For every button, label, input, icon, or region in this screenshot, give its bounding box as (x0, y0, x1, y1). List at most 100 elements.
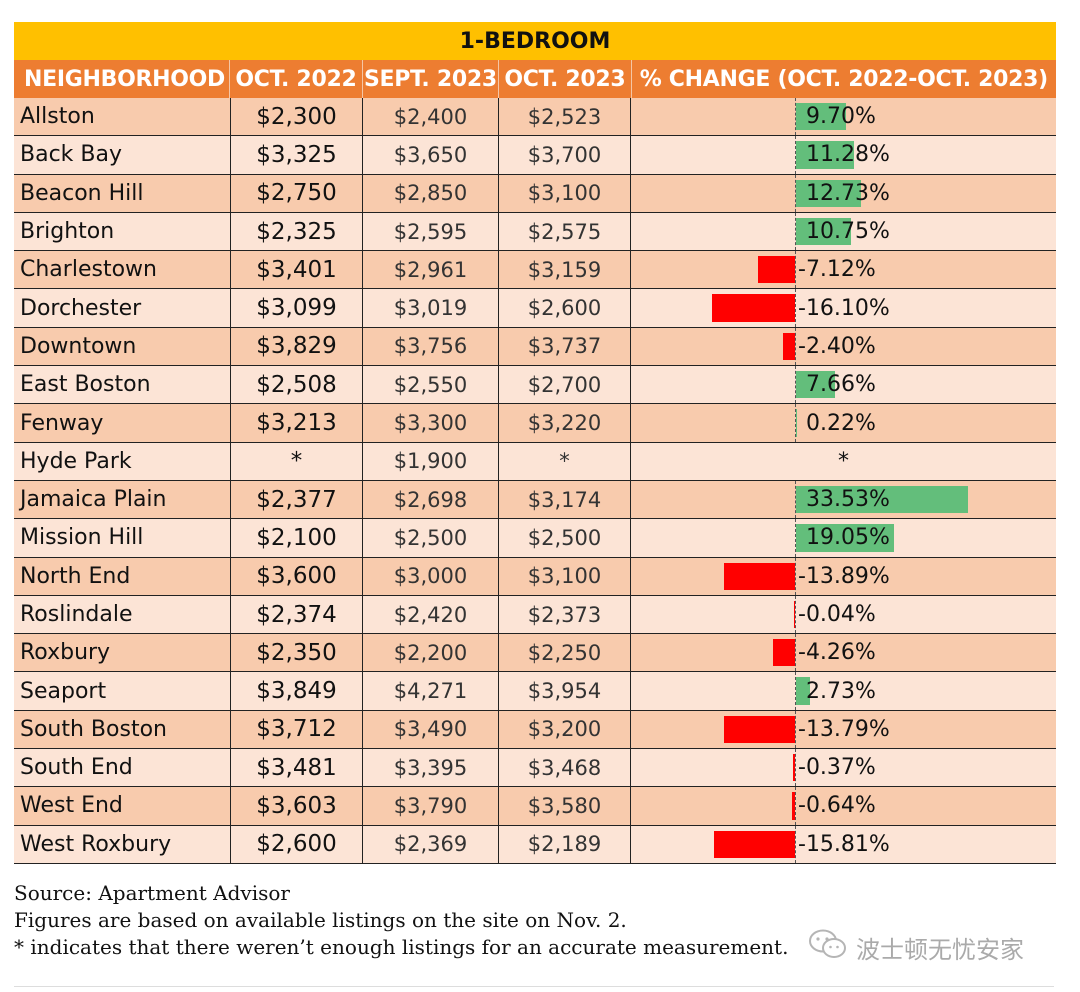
percent-change-cell: -16.10% (630, 289, 1056, 327)
sept-2023-cell: $3,000 (362, 557, 498, 595)
watermark: 波士顿无忧安家 (808, 928, 1024, 966)
percent-change-label: -16.10% (798, 295, 890, 321)
oct-2022-cell: $2,508 (230, 366, 362, 404)
table-row: Hyde Park * $1,900 * * (14, 442, 1056, 481)
zero-axis-line (795, 174, 796, 212)
sept-2023-cell: $2,595 (362, 212, 498, 251)
percent-change-cell: 0.22% (630, 404, 1056, 442)
oct-2023-cell: $3,220 (498, 404, 630, 442)
oct-2022-cell: $2,750 (230, 174, 362, 212)
oct-2023-cell: * (498, 442, 630, 480)
neighborhood-cell: Beacon Hill (20, 180, 144, 206)
sept-2023-cell: $2,850 (362, 174, 498, 212)
percent-change-cell: -0.04% (630, 595, 1056, 634)
neighborhood-cell: Charlestown (20, 257, 157, 283)
percent-change-cell: -2.40% (630, 327, 1056, 366)
negative-change-bar (793, 754, 795, 782)
table-row: South End $3,481 $3,395 $3,468 -0.37% (14, 749, 1056, 788)
percent-change-label: -0.37% (798, 755, 876, 781)
zero-axis-line (795, 672, 796, 710)
percent-change-label: * (838, 448, 849, 474)
oct-2023-cell: $2,575 (498, 212, 630, 251)
positive-change-bar (796, 677, 810, 705)
neighborhood-cell: Fenway (20, 410, 104, 436)
oct-2022-cell: $2,325 (230, 212, 362, 251)
sept-2023-cell: $2,369 (362, 825, 498, 863)
negative-change-bar (791, 792, 795, 820)
oct-2022-cell: $3,213 (230, 404, 362, 442)
zero-axis-line (795, 480, 796, 519)
percent-change-cell: -13.89% (630, 557, 1056, 595)
zero-axis-line (795, 749, 796, 787)
oct-2022-cell: $3,849 (230, 672, 362, 710)
negative-change-bar (758, 256, 795, 284)
sept-2023-cell: $2,420 (362, 595, 498, 634)
zero-axis-line (795, 289, 796, 327)
table-row: Seaport $3,849 $4,271 $3,954 2.73% (14, 672, 1056, 711)
neighborhood-cell: Jamaica Plain (20, 487, 167, 513)
zero-axis-line (795, 787, 796, 825)
neighborhood-cell: South End (20, 755, 133, 781)
percent-change-cell: -7.12% (630, 251, 1056, 289)
table-row: West End $3,603 $3,790 $3,580 -0.64% (14, 787, 1056, 826)
percent-change-cell: -4.26% (630, 634, 1056, 672)
neighborhood-cell: Dorchester (20, 295, 142, 321)
percent-change-label: 7.66% (806, 372, 876, 398)
positive-change-bar (796, 103, 846, 131)
percent-change-label: -0.64% (798, 793, 876, 819)
neighborhood-cell: Downtown (20, 333, 137, 359)
percent-change-cell: 10.75% (630, 212, 1056, 251)
percent-change-label: 33.53% (806, 487, 890, 513)
percent-change-label: -15.81% (798, 831, 890, 857)
neighborhood-cell: West Roxbury (20, 831, 172, 857)
negative-change-bar (782, 332, 795, 361)
percent-change-cell: -0.64% (630, 787, 1056, 825)
percent-change-label: -2.40% (798, 333, 876, 359)
oct-2022-cell: $2,100 (230, 519, 362, 557)
header-oct-2023: OCT. 2023 (498, 60, 630, 98)
sept-2023-cell: $2,961 (362, 251, 498, 289)
percent-change-cell: -13.79% (630, 710, 1056, 749)
listing-note: Figures are based on available listings … (14, 908, 627, 932)
zero-axis-line (795, 710, 796, 749)
percent-change-cell: 2.73% (630, 672, 1056, 710)
neighborhood-cell: South Boston (20, 716, 167, 742)
oct-2023-cell: $3,200 (498, 710, 630, 749)
sept-2023-cell: $2,500 (362, 519, 498, 557)
zero-axis-line (795, 404, 796, 442)
neighborhood-cell: Roslindale (20, 602, 133, 627)
sept-2023-cell: $2,400 (362, 98, 498, 136)
neighborhood-cell: North End (20, 563, 131, 589)
header-oct-2022: OCT. 2022 (229, 60, 361, 98)
table-row: Mission Hill $2,100 $2,500 $2,500 19.05% (14, 519, 1056, 558)
zero-axis-line (795, 212, 796, 251)
oct-2023-cell: $2,523 (498, 98, 630, 136)
table-row: Roslindale $2,374 $2,420 $2,373 -0.04% (14, 595, 1056, 635)
zero-axis-line (795, 98, 796, 136)
zero-axis-line (795, 366, 796, 404)
neighborhood-cell: Hyde Park (20, 448, 132, 474)
watermark-text: 波士顿无忧安家 (856, 935, 1024, 964)
sept-2023-cell: $3,790 (362, 787, 498, 825)
negative-change-bar (712, 294, 795, 322)
percent-change-cell: -0.37% (630, 749, 1056, 787)
zero-axis-line (795, 327, 796, 366)
zero-axis-line (795, 825, 796, 863)
positive-change-bar (796, 485, 968, 514)
table-row: Brighton $2,325 $2,595 $2,575 10.75% (14, 212, 1056, 252)
wechat-icon (808, 928, 848, 966)
zero-axis-line (795, 595, 796, 634)
oct-2023-cell: $3,100 (498, 174, 630, 212)
divider (14, 986, 1054, 987)
header-neighborhood: NEIGHBORHOOD (24, 66, 225, 92)
oct-2023-cell: $2,500 (498, 519, 630, 557)
oct-2022-cell: $3,829 (230, 327, 362, 366)
table-row: Fenway $3,213 $3,300 $3,220 0.22% (14, 404, 1056, 443)
sept-2023-cell: $3,490 (362, 710, 498, 749)
neighborhood-cell: Roxbury (20, 640, 111, 666)
table-title: 1-BEDROOM (14, 22, 1056, 60)
negative-change-bar (794, 600, 795, 629)
oct-2023-cell: $3,159 (498, 251, 630, 289)
percent-change-label: -4.26% (798, 640, 876, 666)
positive-change-bar (796, 179, 862, 207)
